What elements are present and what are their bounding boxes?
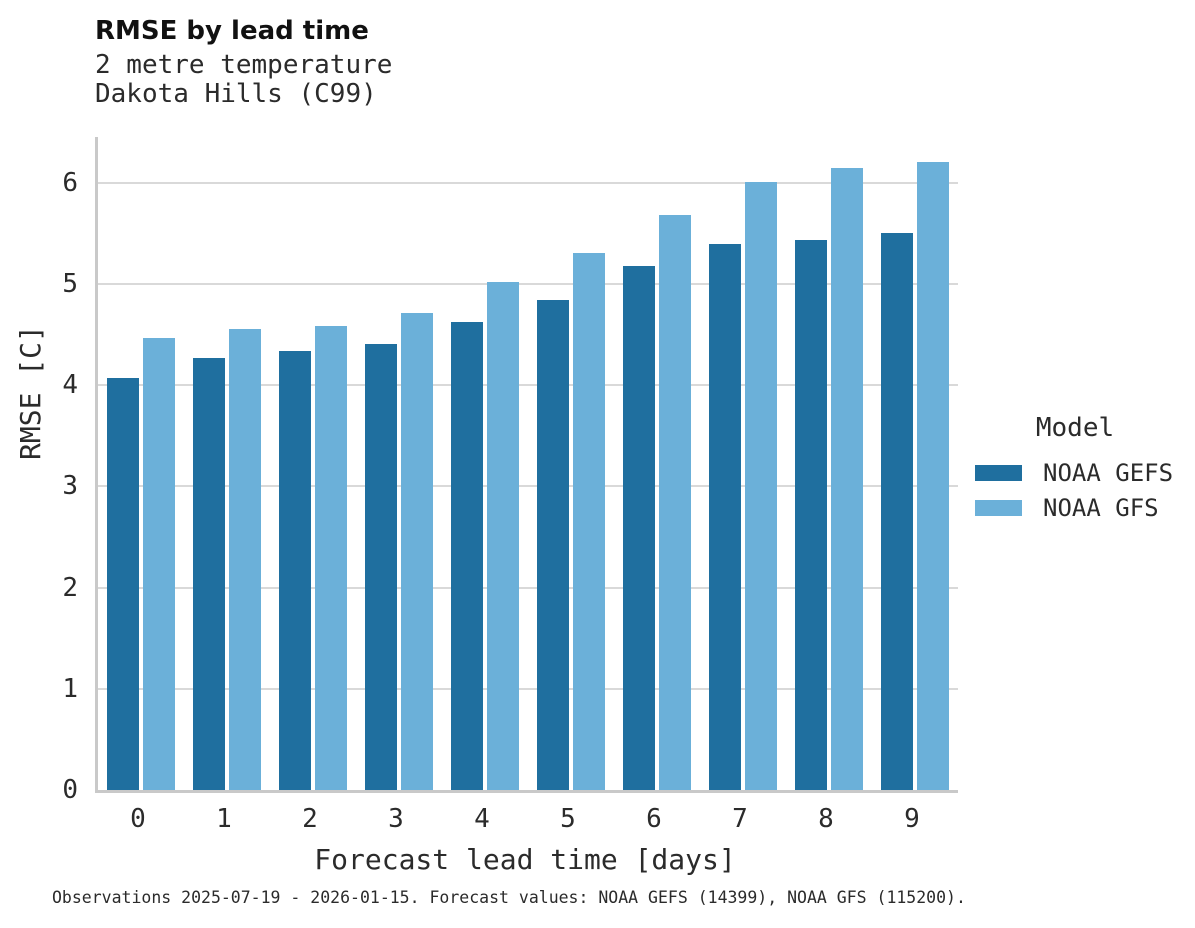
gridline-y-4 xyxy=(98,384,958,387)
bar-noaa-gfs-lead-1 xyxy=(229,329,261,790)
legend: Model NOAA GEFS NOAA GFS xyxy=(975,413,1185,525)
bar-noaa-gfs-lead-2 xyxy=(315,326,347,790)
bar-noaa-gfs-lead-3 xyxy=(401,313,433,790)
legend-item-noaa-gfs: NOAA GFS xyxy=(975,490,1185,525)
bar-group-lead-8 xyxy=(786,137,872,790)
bar-noaa-gfs-lead-4 xyxy=(487,281,519,790)
y-tick-label-6: 6 xyxy=(62,167,78,198)
bar-group-lead-7 xyxy=(700,137,786,790)
y-tick-label-3: 3 xyxy=(62,471,78,502)
legend-label-noaa-gefs: NOAA GEFS xyxy=(1043,458,1174,487)
y-axis-ticks: 0 1 2 3 4 5 6 xyxy=(0,137,78,803)
gridline-y-1 xyxy=(98,687,958,690)
bar-noaa-gefs-lead-7 xyxy=(709,244,741,790)
chart-title: RMSE by lead time xyxy=(95,16,369,46)
bar-noaa-gefs-lead-9 xyxy=(881,233,913,790)
bar-noaa-gefs-lead-4 xyxy=(451,322,483,790)
bar-group-lead-5 xyxy=(528,137,614,790)
bar-noaa-gefs-lead-6 xyxy=(623,265,655,790)
y-tick-label-5: 5 xyxy=(62,268,78,299)
x-tick-label-7: 7 xyxy=(732,804,748,834)
x-tick-label-3: 3 xyxy=(388,804,404,834)
legend-swatch-noaa-gfs xyxy=(975,499,1022,516)
bar-group-lead-4 xyxy=(442,137,528,790)
bar-group-lead-3 xyxy=(356,137,442,790)
legend-item-noaa-gefs: NOAA GEFS xyxy=(975,455,1185,490)
x-tick-label-6: 6 xyxy=(646,804,662,834)
bar-group-lead-2 xyxy=(270,137,356,790)
x-tick-label-2: 2 xyxy=(302,804,318,834)
legend-label-noaa-gfs: NOAA GFS xyxy=(1043,493,1159,522)
bar-noaa-gfs-lead-9 xyxy=(917,162,949,790)
gridline-y-3 xyxy=(98,485,958,488)
legend-title: Model xyxy=(1035,413,1115,443)
gridline-y-2 xyxy=(98,586,958,589)
bar-group-lead-9 xyxy=(872,137,958,790)
chart-subtitle-variable: 2 metre temperature xyxy=(95,50,393,80)
y-tick-label-1: 1 xyxy=(62,673,78,704)
bar-noaa-gefs-lead-5 xyxy=(537,300,569,790)
y-tick-label-0: 0 xyxy=(62,775,78,805)
gridline-y-6 xyxy=(98,181,958,184)
y-tick-label-4: 4 xyxy=(62,370,78,401)
plot-area xyxy=(95,137,958,793)
y-tick-label-2: 2 xyxy=(62,572,78,603)
bar-group-lead-1 xyxy=(184,137,270,790)
gridline-y-5 xyxy=(98,282,958,285)
chart-subtitle-station: Dakota Hills (C99) xyxy=(95,79,377,109)
bar-noaa-gefs-lead-8 xyxy=(795,240,827,790)
x-tick-label-9: 9 xyxy=(904,804,920,834)
bar-noaa-gefs-lead-0 xyxy=(107,377,139,790)
bar-noaa-gefs-lead-2 xyxy=(279,350,311,790)
x-tick-label-1: 1 xyxy=(216,804,232,834)
bar-noaa-gefs-lead-3 xyxy=(365,343,397,790)
bars-layer xyxy=(98,137,958,790)
bar-noaa-gfs-lead-6 xyxy=(659,214,691,790)
bar-noaa-gfs-lead-0 xyxy=(143,338,175,790)
x-axis-ticks: 0 1 2 3 4 5 6 7 8 9 xyxy=(95,804,955,834)
bar-group-lead-0 xyxy=(98,137,184,790)
bar-noaa-gfs-lead-5 xyxy=(573,253,605,790)
bar-noaa-gfs-lead-7 xyxy=(745,181,777,790)
x-tick-label-5: 5 xyxy=(560,804,576,834)
legend-items: NOAA GEFS NOAA GFS xyxy=(975,455,1185,525)
bar-noaa-gfs-lead-8 xyxy=(831,168,863,790)
bar-noaa-gefs-lead-1 xyxy=(193,357,225,790)
footer-caption: Observations 2025-07-19 - 2026-01-15. Fo… xyxy=(52,888,966,907)
bar-group-lead-6 xyxy=(614,137,700,790)
x-tick-label-0: 0 xyxy=(130,804,146,834)
x-axis-title: Forecast lead time [days] xyxy=(314,843,736,876)
legend-swatch-noaa-gefs xyxy=(975,464,1022,481)
x-tick-label-4: 4 xyxy=(474,804,490,834)
x-tick-label-8: 8 xyxy=(818,804,834,834)
